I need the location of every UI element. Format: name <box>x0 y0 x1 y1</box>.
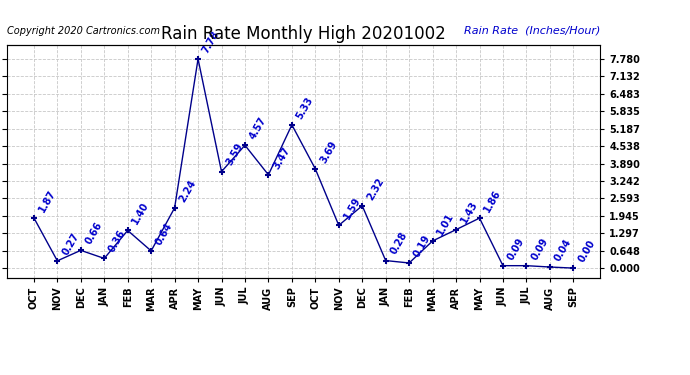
Text: 7.78: 7.78 <box>201 29 221 55</box>
Text: 0.04: 0.04 <box>553 237 573 263</box>
Text: 0.00: 0.00 <box>576 238 597 264</box>
Text: 1.59: 1.59 <box>342 195 362 221</box>
Text: 0.64: 0.64 <box>154 221 175 247</box>
Text: 1.87: 1.87 <box>37 188 57 214</box>
Text: 3.59: 3.59 <box>224 142 245 167</box>
Text: 2.32: 2.32 <box>365 176 386 202</box>
Title: Rain Rate Monthly High 20201002: Rain Rate Monthly High 20201002 <box>161 26 446 44</box>
Text: 0.09: 0.09 <box>529 236 550 261</box>
Text: 0.28: 0.28 <box>388 231 409 256</box>
Text: 2.24: 2.24 <box>177 178 198 204</box>
Text: 0.19: 0.19 <box>412 233 433 259</box>
Text: Copyright 2020 Cartronics.com: Copyright 2020 Cartronics.com <box>7 26 160 36</box>
Text: 1.86: 1.86 <box>482 188 503 214</box>
Text: 0.09: 0.09 <box>506 236 526 261</box>
Text: 0.27: 0.27 <box>60 231 81 256</box>
Text: Rain Rate  (Inches/Hour): Rain Rate (Inches/Hour) <box>464 26 600 36</box>
Text: 3.69: 3.69 <box>318 139 339 165</box>
Text: 5.33: 5.33 <box>295 95 315 121</box>
Text: 1.43: 1.43 <box>459 200 480 225</box>
Text: 1.01: 1.01 <box>435 211 456 237</box>
Text: 0.66: 0.66 <box>83 220 104 246</box>
Text: 4.57: 4.57 <box>248 115 268 141</box>
Text: 3.47: 3.47 <box>271 145 292 171</box>
Text: 1.40: 1.40 <box>130 201 151 226</box>
Text: 0.36: 0.36 <box>107 228 128 254</box>
